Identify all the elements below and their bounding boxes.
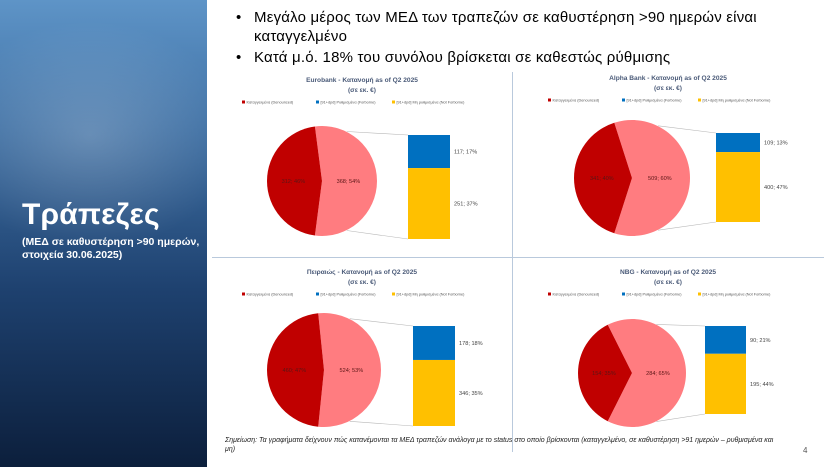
connector-line [346,131,409,136]
bar-segment-forborne [705,326,746,354]
section-subtitle: (ΜΕΔ σε καθυστέρηση >90 ημερών, στοιχεία… [22,236,200,261]
connector-line [656,413,706,422]
bullet-item: Μεγάλο μέρος των ΜΕΔ των τραπεζών σε καθ… [232,8,822,46]
chart-title: NBG - Κατανομή as of Q2 2025 [620,269,716,276]
connector-line [658,125,717,134]
pie-label-other: 368; 54% [337,179,361,185]
pie-label-other: 524; 53% [340,368,364,374]
chart-panel-piraeus: Πειραιώς - Κατανομή as of Q2 2025 (σε εκ.… [212,264,512,449]
pie-slice-other [314,126,378,236]
pie-slice-denounced [267,126,322,236]
legend-swatch [622,292,625,296]
bar-label-not-forborne: 195; 44% [750,382,774,388]
legend-label: Καταγγελμένα (Denounced) [553,98,600,102]
bar-segment-not-forborne [408,168,450,239]
chart-subtitle: (σε εκ. €) [348,279,376,286]
bar-label-not-forborne: 346; 35% [459,391,483,397]
pie-label-denounced: 154; 35% [592,371,616,377]
pie-label-denounced: 312; 46% [282,179,306,185]
chart-panel-alpha-bank: Alpha Bank - Κατανομή as of Q2 2025 (σε ε… [518,70,818,255]
chart-title: Alpha Bank - Κατανομή as of Q2 2025 [609,75,727,82]
bar-label-not-forborne: 251; 37% [454,202,478,208]
bar-segment-not-forborne [705,353,746,414]
bar-of-pie-chart: NBG - Κατανομή as of Q2 2025 (σε εκ. €) Κα… [548,269,774,427]
bar-label-forborne: 90; 21% [750,338,771,344]
chart-subtitle: (σε εκ. €) [654,279,682,286]
legend-swatch [698,98,701,102]
chart-subtitle: (σε εκ. €) [348,87,376,94]
bar-of-pie-chart: Πειραιώς - Κατανομή as of Q2 2025 (σε εκ.… [242,269,483,427]
bar-label-forborne: 178; 18% [459,341,483,347]
legend-swatch [392,292,395,296]
connector-line [349,318,414,327]
pie-slice-denounced [574,122,632,234]
pie-label-denounced: 341; 40% [590,176,614,182]
pie-label-other: 284; 65% [646,371,670,377]
pie-slice-other [318,313,381,427]
bar-segment-not-forborne [716,152,760,222]
pie-slice-denounced [578,324,632,422]
bullet-item: Κατά μ.ό. 18% του συνόλου βρίσκεται σε κ… [232,48,822,67]
connector-line [349,421,414,427]
legend-swatch [622,98,625,102]
legend-label: Καταγγελμένα (Denounced) [553,292,600,296]
footnote: Σημείωση: Τα γραφήματα δείχνουν πώς κατα… [225,437,774,453]
legend-label: [91+dpd] Ρυθμισμένα (Forborne) [321,292,377,296]
legend-swatch [392,100,395,104]
legend-label: [91+dpd] Ρυθμισμένα (Forborne) [321,100,377,104]
pie-slice-other [607,319,686,427]
legend-label: [91+dpd] Ρυθμισμένα (Forborne) [627,292,683,296]
pie-label-denounced: 460; 47% [283,368,307,374]
connector-line [656,324,706,327]
chart-panel-eurobank: Eurobank - Κατανομή as of Q2 2025 (σε εκ.… [212,72,512,257]
bar-label-not-forborne: 400; 47% [764,185,788,191]
legend-label: [91+dpd] Μη ρυθμισμένα (Not Forborne) [397,292,466,296]
section-title: Τράπεζες [22,198,160,231]
legend-swatch [698,292,701,296]
legend-swatch [242,292,245,296]
divider-horizontal [212,257,824,258]
legend-label: [91+dpd] Μη ρυθμισμένα (Not Forborne) [397,100,466,104]
bar-label-forborne: 117; 17% [454,150,477,156]
chart-title: Πειραιώς - Κατανομή as of Q2 2025 [307,269,417,276]
legend-label: Καταγγελμένα (Denounced) [247,292,294,296]
divider-vertical [512,72,513,452]
side-panel-glow [0,20,207,250]
bar-label-forborne: 109; 13% [764,141,788,147]
bar-segment-forborne [716,133,760,153]
pie-slice-other [614,120,690,236]
legend-label: [91+dpd] Μη ρυθμισμένα (Not Forborne) [703,98,772,102]
side-panel: Τράπεζες (ΜΕΔ σε καθυστέρηση >90 ημερών,… [0,0,207,467]
pie-label-other: 509; 60% [648,176,672,182]
legend-label: [91+dpd] Ρυθμισμένα (Forborne) [627,98,683,102]
chart-panel-nbg: NBG - Κατανομή as of Q2 2025 (σε εκ. €) Κα… [518,264,818,449]
connector-line [346,230,409,240]
legend-swatch [316,100,319,104]
pie-slice-denounced [267,313,324,427]
chart-title: Eurobank - Κατανομή as of Q2 2025 [306,77,418,84]
chart-subtitle: (σε εκ. €) [654,85,682,92]
legend-label: [91+dpd] Μη ρυθμισμένα (Not Forborne) [703,292,772,296]
bar-of-pie-chart: Eurobank - Κατανομή as of Q2 2025 (σε εκ.… [242,77,478,240]
bar-segment-not-forborne [413,359,455,426]
page-number: 4 [803,446,808,455]
legend-swatch [242,100,245,104]
bar-segment-forborne [408,135,450,169]
legend-swatch [316,292,319,296]
bullet-list: Μεγάλο μέρος των ΜΕΔ των τραπεζών σε καθ… [232,8,822,69]
legend-swatch [548,292,551,296]
bar-segment-forborne [413,326,455,360]
bar-of-pie-chart: Alpha Bank - Κατανομή as of Q2 2025 (σε ε… [548,75,788,236]
legend-label: Καταγγελμένα (Denounced) [247,100,294,104]
connector-line [658,221,717,231]
legend-swatch [548,98,551,102]
